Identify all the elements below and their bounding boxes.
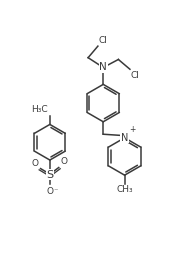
Text: S: S <box>46 170 53 180</box>
Text: O: O <box>60 157 67 166</box>
Text: ⁻: ⁻ <box>54 187 58 196</box>
Text: Cl: Cl <box>99 36 108 45</box>
Text: +: + <box>129 125 135 134</box>
Text: CH₃: CH₃ <box>116 185 133 194</box>
Text: N: N <box>121 133 128 143</box>
Text: O: O <box>46 187 53 196</box>
Text: H₃C: H₃C <box>32 105 48 114</box>
Text: Cl: Cl <box>131 71 140 80</box>
Text: N: N <box>99 62 107 72</box>
Text: O: O <box>32 158 39 167</box>
